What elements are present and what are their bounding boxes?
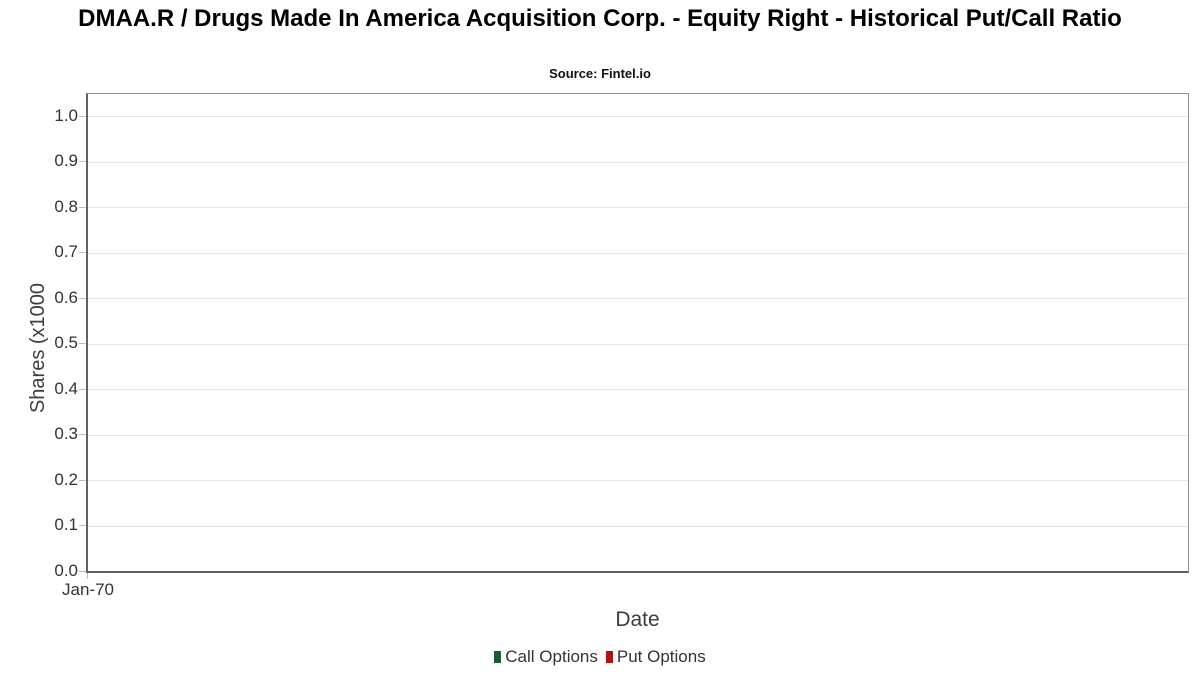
y-axis-tick-mark — [79, 252, 86, 253]
y-axis-tick-mark — [79, 434, 86, 435]
y-axis-tick-label: 0.0 — [54, 561, 78, 580]
x-axis-label: Date — [615, 608, 660, 631]
gridline — [88, 253, 1188, 254]
gridline — [88, 344, 1188, 345]
gridline — [88, 435, 1188, 436]
legend-item-call-options[interactable]: Call Options — [494, 647, 598, 667]
y-axis-tick-label: 0.8 — [54, 197, 78, 216]
legend-label-call-options: Call Options — [505, 647, 598, 666]
gridline — [88, 298, 1188, 299]
y-axis-tick-mark — [79, 389, 86, 390]
x-axis-tick-mark — [87, 573, 88, 579]
gridline — [88, 207, 1188, 208]
y-axis-tick-mark — [79, 571, 86, 572]
y-axis-tick-mark — [79, 298, 86, 299]
gridline — [88, 162, 1188, 163]
y-axis-tick-mark — [79, 525, 86, 526]
y-axis-tick-label: 0.3 — [54, 424, 78, 443]
y-axis-tick-label: 0.5 — [54, 333, 78, 352]
y-axis-tick-label: 0.9 — [54, 151, 78, 170]
y-axis-tick-mark — [79, 343, 86, 344]
y-axis-tick-mark — [79, 116, 86, 117]
y-axis-tick-label: 0.4 — [54, 379, 78, 398]
put-options-swatch-icon — [605, 651, 613, 663]
y-axis-tick-mark — [79, 161, 86, 162]
chart-title: DMAA.R / Drugs Made In America Acquisiti… — [78, 5, 1122, 32]
legend: Call Options Put Options — [0, 647, 1200, 667]
y-axis-tick-label: 0.1 — [54, 515, 78, 534]
y-axis-tick-mark — [79, 480, 86, 481]
gridline — [88, 480, 1188, 481]
gridline — [88, 526, 1188, 527]
y-axis-tick-mark — [79, 207, 86, 208]
call-options-swatch-icon — [494, 651, 502, 663]
gridline — [88, 116, 1188, 117]
legend-item-put-options[interactable]: Put Options — [605, 647, 706, 667]
y-axis-tick-label: 0.6 — [54, 288, 78, 307]
y-axis-tick-label: 1.0 — [54, 106, 78, 125]
chart-source-subtitle: Source: Fintel.io — [549, 66, 651, 81]
legend-label-put-options: Put Options — [616, 647, 706, 666]
y-axis-tick-label: 0.7 — [54, 242, 78, 261]
y-axis-tick-label: 0.2 — [54, 470, 78, 489]
gridline — [88, 389, 1188, 390]
plot-area — [86, 93, 1189, 573]
x-axis-tick-label: Jan-70 — [62, 580, 114, 599]
